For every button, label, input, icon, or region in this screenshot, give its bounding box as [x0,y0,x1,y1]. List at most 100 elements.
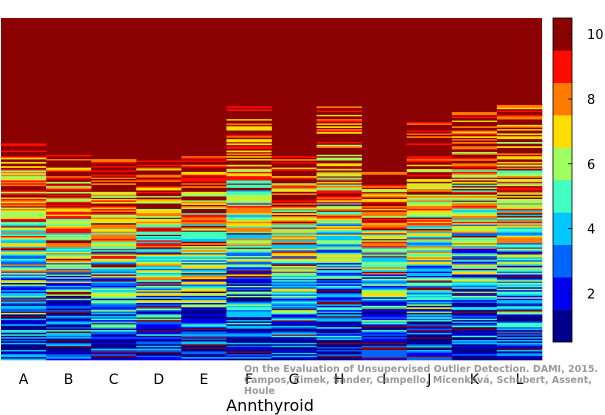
heatmap-cell [136,342,182,345]
heatmap-cell [451,330,498,332]
heatmap-cell [316,154,362,157]
heatmap-cell [136,312,182,315]
heatmap-cell [316,265,362,268]
heatmap-cell [91,183,137,186]
heatmap-cell [406,311,453,314]
heatmap-cell [451,314,498,317]
heatmap-cell [181,258,227,261]
heatmap-cell [316,141,362,144]
heatmap-cell [271,337,317,339]
heatmap-cell [361,210,408,213]
heatmap-cell [226,156,272,158]
heatmap-cell [316,144,362,147]
heatmap-cell [181,157,227,160]
heatmap-cell [316,243,362,245]
heatmap-cell [181,193,227,196]
heatmap-cell [226,177,272,180]
heatmap-cell [316,298,362,301]
heatmap-cell [406,350,453,352]
heatmap-cell [136,352,182,355]
heatmap-cell [451,122,498,124]
heatmap-cell [136,328,182,331]
heatmap-cell [406,331,453,334]
heatmap-cell [451,132,498,134]
heatmap-cell [451,116,498,119]
heatmap-cell [451,136,498,139]
heatmap-cell [91,318,137,321]
heatmap-cell [181,283,227,285]
heatmap-cell [181,179,227,181]
heatmap-cell [181,312,227,315]
heatmap-cell [406,265,453,268]
heatmap-cell [496,230,543,233]
heatmap-cell [1,240,47,243]
heatmap-cell [136,277,182,280]
heatmap-cell [181,342,227,345]
heatmap-column-B [46,147,92,361]
heatmap-cell [136,271,182,274]
heatmap-cell [451,274,498,277]
heatmap-cell [451,248,498,251]
heatmap-cell [316,169,362,171]
heatmap-cell [226,170,272,173]
heatmap-cell [361,265,408,268]
heatmap-cell [271,281,317,284]
heatmap-cell [496,197,543,200]
heatmap-cell [496,231,543,234]
heatmap-cell [496,294,543,297]
heatmap-cell [181,248,227,251]
heatmap-cell [1,207,47,210]
heatmap-cell [271,218,317,221]
heatmap-cell [181,217,227,220]
heatmap-cell [136,290,182,292]
heatmap-cell [451,277,498,280]
heatmap-cell [406,327,453,329]
heatmap-cell [181,238,227,241]
heatmap-cell [496,194,543,197]
heatmap-cell [496,149,543,151]
heatmap-cell [271,351,317,354]
heatmap-cell [316,189,362,191]
heatmap-cell [271,268,317,271]
heatmap-cell [361,273,408,275]
heatmap-cell [181,281,227,284]
heatmap-cell [451,190,498,193]
heatmap-cell [406,261,453,264]
heatmap-cell [451,335,498,338]
heatmap-cell [406,159,453,161]
heatmap-cell [46,308,92,311]
heatmap-cell [136,335,182,338]
heatmap-cell [46,348,92,351]
heatmap-cell [91,261,137,264]
heatmap-cell [406,270,453,272]
heatmap-cell [271,186,317,188]
heatmap-cell [91,169,137,171]
heatmap-cell [226,181,272,184]
heatmap-cell [136,332,182,335]
heatmap-cell [316,117,362,120]
heatmap-cell [496,298,543,301]
heatmap-cell [226,130,272,133]
heatmap-cell [451,337,498,339]
heatmap-cell [46,342,92,345]
heatmap-cell [361,213,408,215]
heatmap-cell [226,307,272,310]
heatmap-cell [136,301,182,304]
heatmap-cell [316,187,362,190]
heatmap-cell [496,350,543,352]
heatmap-cell [316,123,362,126]
heatmap-cell [406,123,453,126]
heatmap-cell [91,328,137,331]
heatmap-cell [361,208,408,211]
heatmap-cell [181,268,227,271]
heatmap-cell [271,277,317,280]
heatmap-cell [406,166,453,168]
heatmap-column-K [451,109,498,361]
heatmap-cell [1,314,47,317]
heatmap-cell [226,186,272,188]
heatmap-cell [271,255,317,258]
heatmap-cell [226,285,272,288]
heatmap-cell [316,120,362,123]
heatmap-cell [406,230,453,233]
